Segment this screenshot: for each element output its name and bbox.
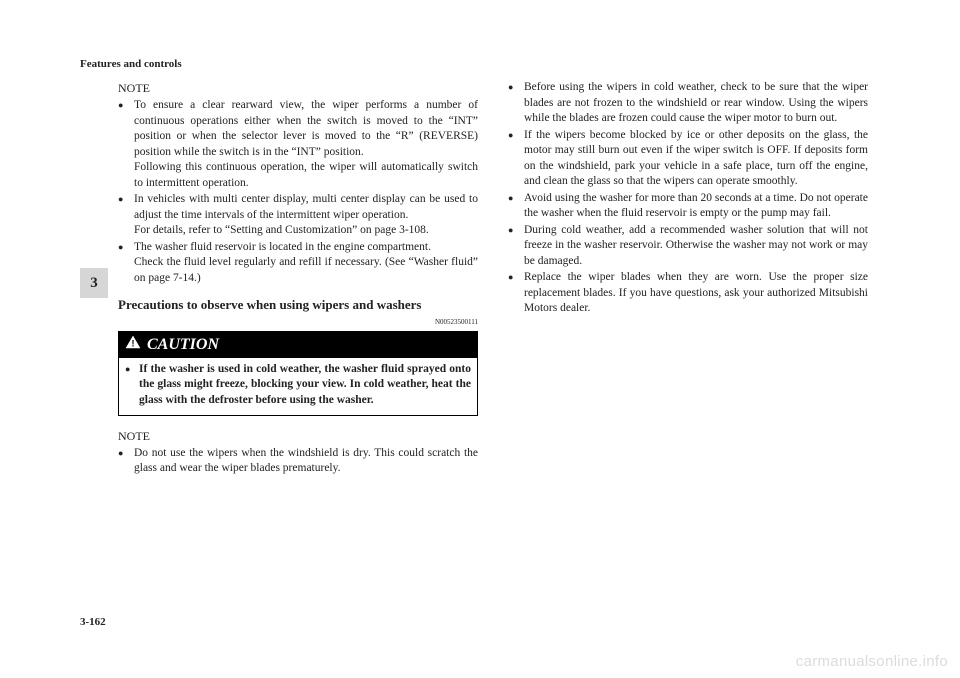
watermark: carmanualsonline.info bbox=[796, 653, 948, 670]
note-label: NOTE bbox=[118, 80, 478, 96]
bullet-list: Before using the wipers in cold weather,… bbox=[508, 80, 868, 317]
list-item: Replace the wiper blades when they are w… bbox=[508, 270, 868, 317]
note-list: To ensure a clear rearward view, the wip… bbox=[118, 98, 478, 286]
warning-icon: ! bbox=[125, 334, 141, 356]
svg-text:!: ! bbox=[132, 339, 135, 349]
content-columns: NOTE To ensure a clear rearward view, th… bbox=[118, 80, 880, 478]
section-header: Features and controls bbox=[80, 58, 880, 70]
reference-code: N00523500111 bbox=[118, 318, 478, 327]
chapter-tab: 3 bbox=[80, 268, 108, 298]
list-item: The washer fluid reservoir is located in… bbox=[118, 240, 478, 287]
body-text: For details, refer to “Setting and Custo… bbox=[134, 223, 478, 239]
body-text: Following this continuous operation, the… bbox=[134, 160, 478, 191]
body-text: The washer fluid reservoir is located in… bbox=[134, 241, 431, 253]
list-item: Do not use the wipers when the windshiel… bbox=[118, 446, 478, 477]
caution-box: ! CAUTION If the washer is used in cold … bbox=[118, 331, 478, 415]
list-item: Before using the wipers in cold weather,… bbox=[508, 80, 868, 127]
caution-title: CAUTION bbox=[147, 334, 219, 356]
list-item: In vehicles with multi center display, m… bbox=[118, 192, 478, 239]
body-text: Check the fluid level regularly and refi… bbox=[134, 255, 478, 286]
caution-header: ! CAUTION bbox=[119, 332, 477, 358]
list-item: During cold weather, add a recommended w… bbox=[508, 223, 868, 270]
body-text: To ensure a clear rearward view, the wip… bbox=[134, 99, 478, 158]
list-item: If the wipers become blocked by ice or o… bbox=[508, 128, 868, 190]
left-column: NOTE To ensure a clear rearward view, th… bbox=[118, 80, 478, 478]
note-label: NOTE bbox=[118, 428, 478, 444]
right-column: Before using the wipers in cold weather,… bbox=[508, 80, 868, 478]
subheading: Precautions to observe when using wipers… bbox=[118, 296, 478, 314]
list-item: To ensure a clear rearward view, the wip… bbox=[118, 98, 478, 191]
body-text: In vehicles with multi center display, m… bbox=[134, 193, 478, 221]
note-list: Do not use the wipers when the windshiel… bbox=[118, 446, 478, 477]
page-number: 3-162 bbox=[80, 616, 106, 628]
caution-body: If the washer is used in cold weather, t… bbox=[119, 358, 477, 415]
manual-page: Features and controls 3 NOTE To ensure a… bbox=[0, 0, 960, 678]
caution-text: If the washer is used in cold weather, t… bbox=[125, 362, 471, 409]
list-item: Avoid using the washer for more than 20 … bbox=[508, 191, 868, 222]
